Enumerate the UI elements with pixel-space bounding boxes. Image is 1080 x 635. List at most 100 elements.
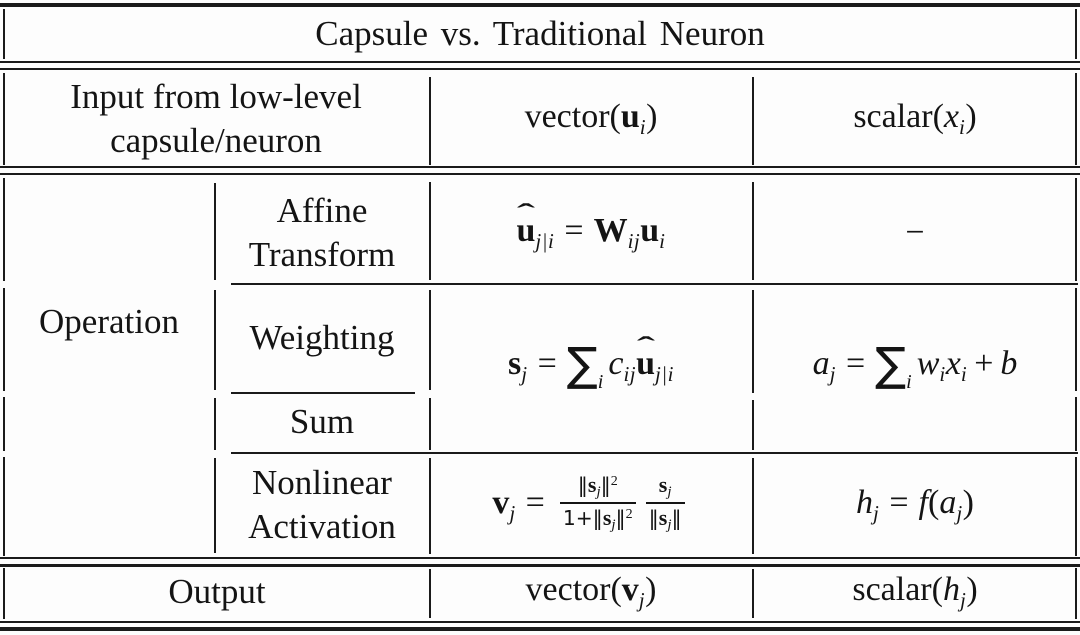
h-subscript: j [873,501,880,525]
input-row-label-line1: Input from low-level [70,77,362,117]
input-vector-cell: vector(ui) [431,70,751,168]
cline-below-sum [231,452,1078,454]
left-border-segment [3,9,5,59]
norm-bar: ‖ [671,505,682,530]
table-title: Capsule vs. Traditional Neuron [0,8,1080,60]
affine-vector-formula: ˆ uj|i = Wijui [431,184,751,282]
right-border-segment [1075,9,1077,59]
a-symbol: a [812,344,830,382]
double-rule-above-output-a [0,557,1080,559]
table-rule-bottom-a [0,621,1080,623]
s-subscript: j [611,516,616,533]
left-border-segment [3,568,5,619]
u-vector-symbol: u [516,212,536,249]
not-applicable-dash: − [905,214,925,251]
s-subscript: j [667,516,672,533]
scalar-suffix: ) [966,571,978,608]
table-rule-bottom-b [0,627,1080,631]
cline-below-affine [231,283,1078,285]
s-vector-symbol: s [658,471,668,497]
s-subscript: j [667,483,672,500]
affine-label-line2: Transform [248,235,396,274]
vector-scalar-column-divider [752,290,754,393]
b-bias-symbol: b [1000,344,1018,382]
label-vector-column-divider [429,77,431,165]
v-vector-symbol: v [492,483,510,521]
u-subscript: i [659,229,666,253]
operation-subcolumn-divider [214,398,216,450]
fraction-denominator: ‖sj‖ [645,501,685,534]
table-title-text: Capsule vs. Traditional Neuron [315,14,765,53]
operation-subcolumn-divider [214,183,216,280]
s-subscript: j [521,361,528,386]
double-rule-below-title-a [0,61,1080,63]
plus-sign: + [974,344,994,382]
weighting-scalar-formula: aj = ∑i wixi + b [754,290,1076,448]
c-subscript: ij [623,361,637,386]
input-row-label: Input from low-level capsule/neuron [6,70,426,168]
h-symbol: h [856,484,873,521]
w-weight-symbol: w [916,344,940,382]
nonlinear-vector-formula: vj = ‖sj‖2 1+‖sj‖2 sj ‖sj‖ [431,456,751,554]
output-label-text: Output [168,572,266,612]
a-subscript: j [829,361,836,386]
fraction-numerator: sj [646,471,685,502]
operation-subcolumn-divider [214,290,216,390]
summation-index: i [906,370,912,393]
affine-label-line1: Affine [276,191,368,231]
c-coefficient-symbol: c [608,344,624,382]
widehat-accent: ˆ [516,199,536,228]
x-subscript: i [960,361,968,386]
vector-suffix: ) [646,98,658,135]
a-subscript: j [956,501,963,525]
label-vector-column-divider [429,290,431,390]
v-subscript: j [509,500,516,525]
input-row-label-line2: capsule/neuron [110,121,322,160]
vector-prefix: vector( [525,571,622,608]
label-vector-column-divider [429,458,431,554]
right-border-segment [1075,568,1077,619]
u-subscript: i [639,115,647,139]
right-border-segment [1075,457,1077,556]
equals-sign: = [845,344,866,382]
equals-sign: = [525,483,545,521]
double-rule-below-input-b [0,173,1080,175]
u-vector-symbol: u [640,212,660,249]
widehat-accent: ˆ [636,331,655,361]
equals-sign: = [564,212,584,249]
fraction-denominator: 1+‖sj‖2 [559,501,636,534]
squared-exponent: 2 [610,473,618,489]
table-rule-top [0,3,1080,7]
nonlinear-label-line2: Activation [248,507,396,546]
scalar-prefix: scalar( [853,98,944,135]
sum-label-text: Sum [289,402,355,442]
h-symbol: h [942,571,960,608]
right-border-segment [1075,288,1077,391]
scalar-prefix: scalar( [852,571,943,608]
nonlinear-scalar-formula: hj = f(aj) [754,456,1076,554]
f-function-symbol: f [918,484,928,521]
nonlinear-label-line1: Nonlinear [252,463,392,503]
summation-index: i [597,370,604,393]
open-paren: ( [927,484,940,521]
affine-scalar-cell: − [754,184,1076,282]
output-scalar-cell: scalar(hj) [754,566,1076,618]
s-vector-symbol: s [658,504,668,530]
u-hat-subscript: j|i [535,229,555,253]
left-border-segment [3,457,5,556]
summation-symbol: ∑ [875,336,907,391]
fraction-numerator: ‖sj‖2 [560,471,636,502]
s-vector-symbol: s [508,344,522,382]
right-border-segment [1075,397,1077,451]
input-scalar-cell: scalar(xi) [754,70,1076,168]
norm-bar: ‖ [577,472,588,497]
double-rule-below-input-a [0,166,1080,168]
left-border-segment [3,73,5,165]
nonlinear-activation-label: Nonlinear Activation [216,456,428,554]
label-vector-column-divider [429,398,431,450]
cline-below-weighting [231,392,415,394]
s-vector-symbol: s [587,471,597,497]
operation-subcolumn-divider [214,458,216,553]
